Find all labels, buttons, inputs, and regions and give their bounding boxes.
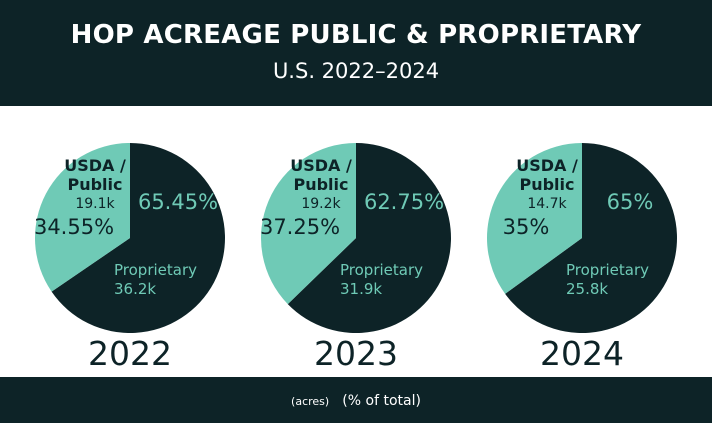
year-label: 2024 [540,334,624,373]
header-band: HOP ACREAGE PUBLIC & PROPRIETARY U.S. 20… [0,0,712,106]
proprietary-slice-name: Proprietary [566,261,649,279]
public-slice-name: USDA / [516,156,578,175]
public-slice-value: 19.1k [75,196,115,212]
public-slice-value: 19.2k [301,196,341,212]
public-slice-percent: 34.55% [34,215,114,239]
percent-note: (% of total) [342,393,421,409]
year-label: 2022 [88,334,172,373]
proprietary-slice-value: 36.2k [114,280,156,298]
year-label: 2023 [314,334,398,373]
public-slice-name: Public [293,175,348,194]
proprietary-slice-percent: 65.45% [138,190,218,214]
public-slice-percent: 37.25% [260,215,340,239]
chart-title: HOP ACREAGE PUBLIC & PROPRIETARY [70,20,642,50]
pie-slice-public [34,143,130,292]
pie-slice-public [261,143,356,305]
public-slice-name: Public [67,175,122,194]
footer-legend: (acres) (% of total) [0,390,712,409]
public-slice-percent: 35% [503,215,550,239]
footer-band: (acres) (% of total) [0,377,712,423]
proprietary-slice-percent: 65% [607,190,654,214]
public-slice-name: USDA / [290,156,352,175]
pie-slice-public [486,143,582,294]
proprietary-slice-name: Proprietary [114,261,197,279]
pie-slice-proprietary [51,143,225,333]
public-slice-name: Public [519,175,574,194]
proprietary-slice-percent: 62.75% [364,190,444,214]
chart-subtitle: U.S. 2022–2024 [272,59,440,83]
public-slice-name: USDA / [64,156,126,175]
proprietary-slice-name: Proprietary [340,261,423,279]
pie-slice-proprietary [505,143,677,333]
proprietary-slice-value: 25.8k [566,280,608,298]
public-slice-value: 14.7k [527,196,567,212]
units-note: (acres) [291,395,330,408]
proprietary-slice-value: 31.9k [340,280,382,298]
pie-slice-proprietary [287,143,451,333]
